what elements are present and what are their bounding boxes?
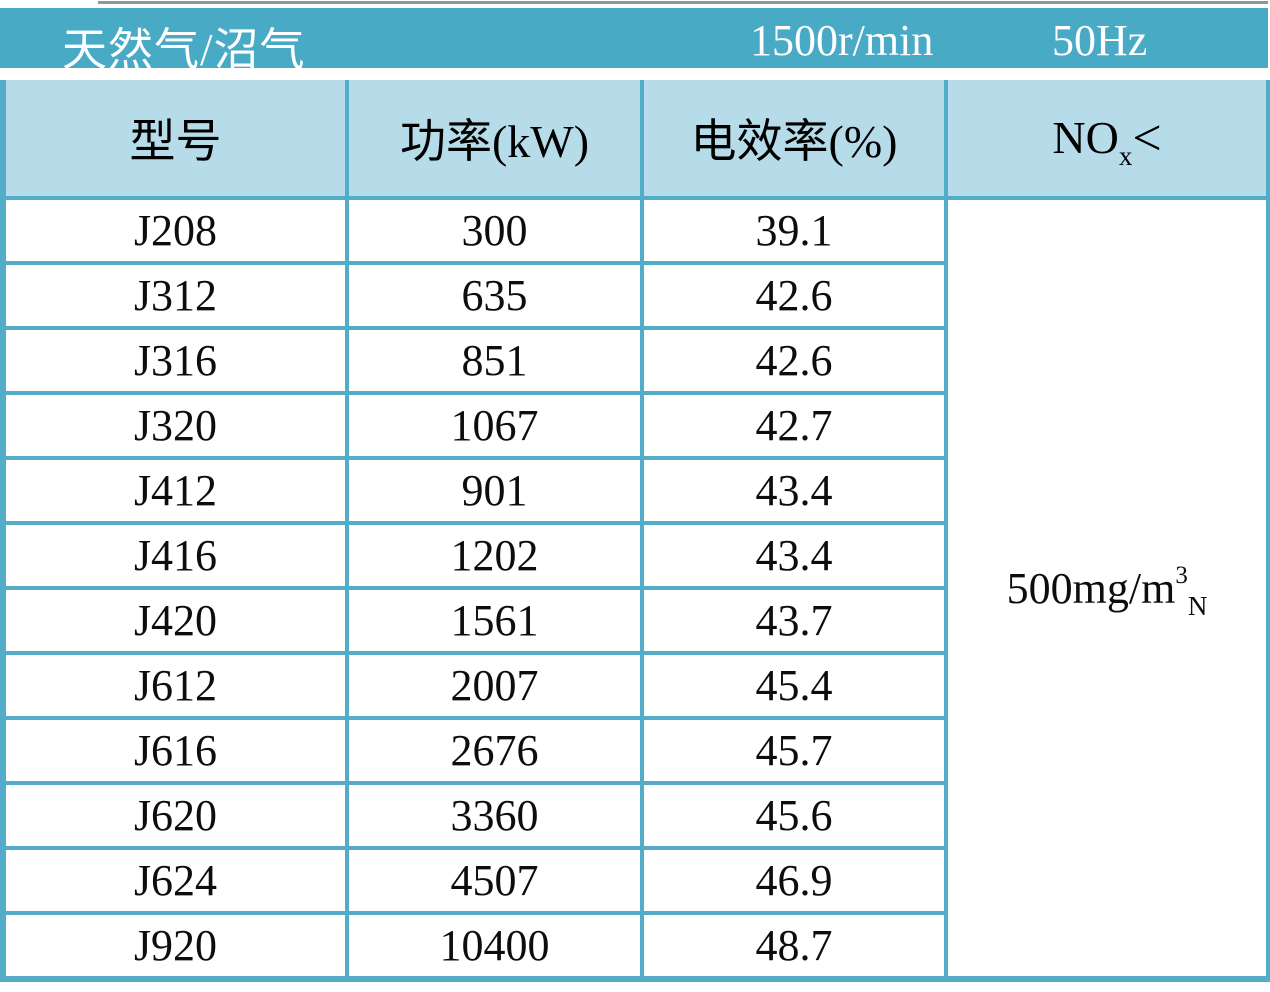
power-cell: 1202: [345, 521, 644, 590]
table-row: J612 2007 45.4: [1, 651, 1269, 720]
efficiency-cell: 43.7: [640, 586, 948, 655]
table-header-row: 型号 功率(kW) 电效率(%) NOx<: [1, 80, 1270, 200]
efficiency-cell: 39.1: [640, 196, 948, 265]
power-cell: 10400: [345, 911, 644, 981]
nox-limit-cell: 500mg/m3N: [944, 196, 1270, 981]
table-row: J208 300 39.1 500mg/m3N: [1, 196, 1270, 981]
column-header-model: 型号: [1, 80, 349, 200]
table-row: J616 2676 45.7: [1, 716, 1269, 785]
model-cell: J208: [1, 196, 349, 265]
efficiency-cell: 42.6: [640, 261, 948, 330]
efficiency-cell: 48.7: [640, 911, 948, 981]
power-cell: 1067: [345, 391, 644, 460]
efficiency-cell: 43.4: [640, 521, 948, 590]
power-cell: 4507: [345, 846, 644, 915]
model-cell: J612: [1, 651, 349, 720]
column-header-efficiency: 电效率(%): [640, 80, 948, 200]
efficiency-cell: 46.9: [640, 846, 948, 915]
efficiency-cell: 42.6: [640, 326, 948, 395]
engine-speed-label: 1500r/min: [750, 16, 934, 65]
efficiency-cell: 45.7: [640, 716, 948, 785]
efficiency-cell: 45.6: [640, 781, 948, 850]
table-row: J416 1202 43.4: [1, 521, 1269, 590]
table-row: J412 901 43.4: [1, 456, 1269, 525]
fuel-type-title: 天然气/沼气: [62, 25, 306, 75]
nox-base-text: NO: [1052, 111, 1119, 163]
power-cell: 901: [345, 456, 644, 525]
power-cell: 851: [345, 326, 644, 395]
table-row: J624 4507 46.9: [1, 846, 1269, 915]
table-row: J312 635 42.6: [1, 261, 1269, 330]
model-cell: J316: [1, 326, 349, 395]
efficiency-cell: 42.7: [640, 391, 948, 460]
engine-spec-table: 型号 功率(kW) 电效率(%) NOx< J208 300 39.1 500m…: [0, 80, 1270, 982]
model-cell: J616: [1, 716, 349, 785]
nox-limit-superscript: 3: [1175, 561, 1188, 589]
nox-limit-subscript: N: [1187, 590, 1208, 621]
title-bar: 天然气/沼气 1500r/min 50Hz: [0, 8, 1268, 75]
column-header-nox: NOx<: [944, 80, 1270, 200]
table-row: J316 851 42.6: [1, 326, 1269, 395]
power-cell: 300: [345, 196, 644, 265]
table-row: J620 3360 45.6: [1, 781, 1269, 850]
model-cell: J416: [1, 521, 349, 590]
model-cell: J920: [1, 911, 349, 981]
frequency-label: 50Hz: [1052, 16, 1148, 65]
model-cell: J320: [1, 391, 349, 460]
column-header-power: 功率(kW): [345, 80, 644, 200]
model-cell: J412: [1, 456, 349, 525]
power-cell: 1561: [345, 586, 644, 655]
efficiency-cell: 43.4: [640, 456, 948, 525]
model-cell: J620: [1, 781, 349, 850]
efficiency-cell: 45.4: [640, 651, 948, 720]
model-cell: J624: [1, 846, 349, 915]
table-row: J920 10400 48.7: [1, 911, 1269, 981]
table-row: J320 1067 42.7: [1, 391, 1269, 460]
less-than-sign: <: [1132, 109, 1162, 167]
nox-limit-base: 500mg/m: [1006, 563, 1176, 613]
power-cell: 635: [345, 261, 644, 330]
power-cell: 2007: [345, 651, 644, 720]
top-rule-line: [98, 1, 1268, 4]
power-cell: 2676: [345, 716, 644, 785]
table-row: J420 1561 43.7: [1, 586, 1269, 655]
power-cell: 3360: [345, 781, 644, 850]
model-cell: J312: [1, 261, 349, 330]
nox-subscript: x: [1118, 140, 1133, 171]
model-cell: J420: [1, 586, 349, 655]
